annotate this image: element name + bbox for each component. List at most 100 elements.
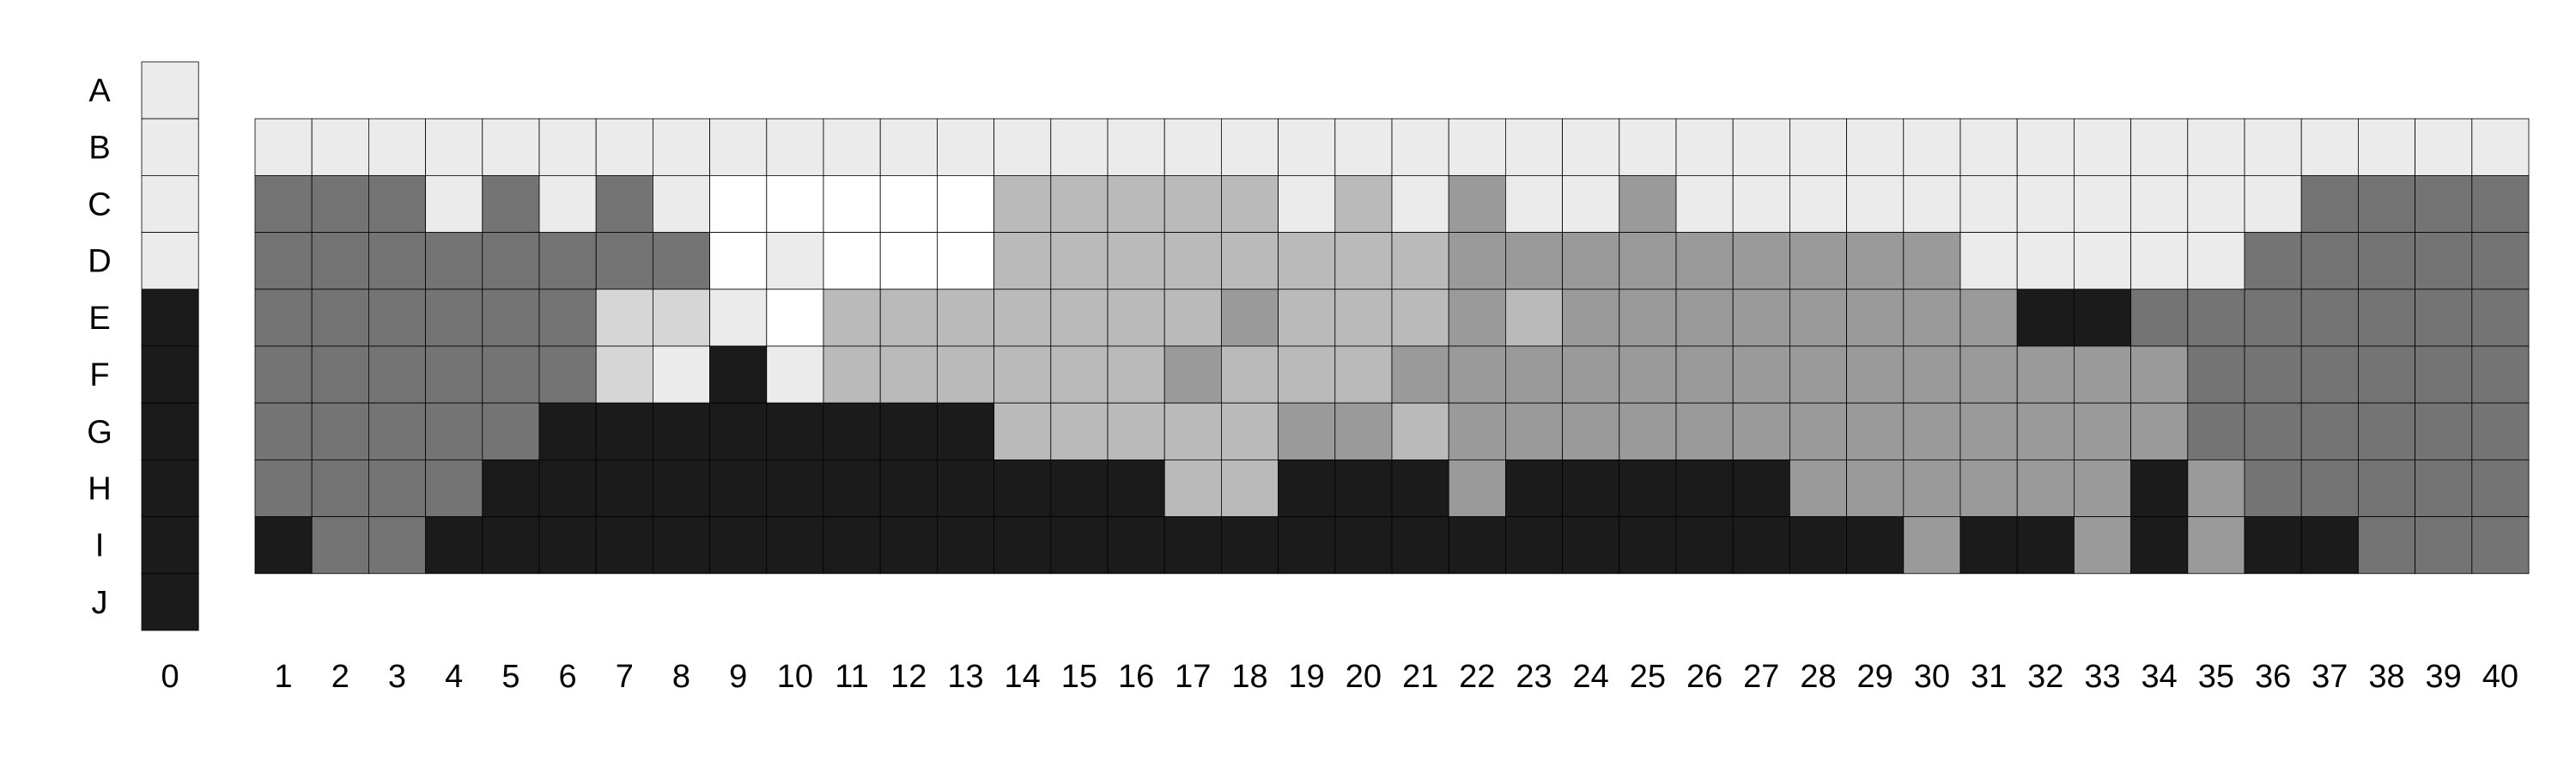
cell-b-29 (1846, 118, 1905, 176)
cell-f-29 (1846, 345, 1905, 404)
cell-g-10 (766, 402, 824, 460)
cell-g-6 (538, 402, 597, 460)
cell-b-32 (2016, 118, 2075, 176)
cell-b-33 (2073, 118, 2131, 176)
cell-b-23 (1505, 118, 1564, 176)
cell-d-11 (823, 232, 881, 290)
cell-i-21 (1391, 516, 1449, 575)
cell-i-0 (141, 516, 199, 575)
cell-d-39 (2415, 232, 2473, 290)
cell-e-29 (1846, 289, 1905, 347)
column-label-29: 29 (1857, 659, 1893, 695)
cell-g-11 (823, 402, 881, 460)
cell-g-15 (1050, 402, 1109, 460)
cell-b-0 (141, 118, 199, 176)
cell-e-8 (653, 289, 711, 347)
cell-f-39 (2415, 345, 2473, 404)
cell-b-25 (1619, 118, 1677, 176)
cell-c-26 (1675, 174, 1734, 233)
cell-f-24 (1562, 345, 1620, 404)
cell-i-2 (311, 516, 369, 575)
cell-e-18 (1221, 289, 1279, 347)
cell-h-32 (2016, 460, 2075, 518)
column-label-22: 22 (1459, 659, 1495, 695)
cell-f-33 (2073, 345, 2131, 404)
cell-d-6 (538, 232, 597, 290)
cell-i-17 (1163, 516, 1222, 575)
cell-i-23 (1505, 516, 1564, 575)
cell-h-27 (1732, 460, 1790, 518)
cell-g-30 (1903, 402, 1961, 460)
cell-c-35 (2187, 174, 2245, 233)
cell-h-4 (425, 460, 483, 518)
cell-b-2 (311, 118, 369, 176)
cell-i-40 (2471, 516, 2530, 575)
cell-e-16 (1107, 289, 1165, 347)
cell-i-24 (1562, 516, 1620, 575)
cell-g-26 (1675, 402, 1734, 460)
cell-i-30 (1903, 516, 1961, 575)
column-label-32: 32 (2027, 659, 2063, 695)
cell-h-34 (2130, 460, 2189, 518)
cell-d-31 (1959, 232, 2018, 290)
cell-i-27 (1732, 516, 1790, 575)
cell-g-38 (2357, 402, 2415, 460)
cell-c-27 (1732, 174, 1790, 233)
cell-f-37 (2300, 345, 2359, 404)
column-label-21: 21 (1402, 659, 1438, 695)
cell-i-15 (1050, 516, 1109, 575)
cell-h-19 (1278, 460, 1336, 518)
cell-f-40 (2471, 345, 2530, 404)
cell-h-6 (538, 460, 597, 518)
cell-i-7 (595, 516, 653, 575)
cell-c-38 (2357, 174, 2415, 233)
cell-f-13 (937, 345, 995, 404)
cell-d-36 (2244, 232, 2302, 290)
cell-b-28 (1789, 118, 1847, 176)
cell-d-17 (1163, 232, 1222, 290)
cell-h-36 (2244, 460, 2302, 518)
column-label-15: 15 (1061, 659, 1097, 695)
cell-h-9 (709, 460, 768, 518)
row-label-f: F (89, 357, 109, 393)
column-label-18: 18 (1231, 659, 1267, 695)
cell-b-18 (1221, 118, 1279, 176)
cell-e-2 (311, 289, 369, 347)
cell-i-11 (823, 516, 881, 575)
cell-c-39 (2415, 174, 2473, 233)
cell-e-40 (2471, 289, 2530, 347)
cell-d-23 (1505, 232, 1564, 290)
cell-e-17 (1163, 289, 1222, 347)
cell-b-8 (653, 118, 711, 176)
cell-i-34 (2130, 516, 2189, 575)
cell-i-14 (993, 516, 1052, 575)
cell-g-8 (653, 402, 711, 460)
cell-d-35 (2187, 232, 2245, 290)
cell-d-25 (1619, 232, 1677, 290)
cell-b-40 (2471, 118, 2530, 176)
cell-d-21 (1391, 232, 1449, 290)
cell-b-11 (823, 118, 881, 176)
column-label-5: 5 (501, 659, 519, 695)
column-label-39: 39 (2426, 659, 2462, 695)
cell-g-24 (1562, 402, 1620, 460)
cell-d-37 (2300, 232, 2359, 290)
cell-c-19 (1278, 174, 1336, 233)
cell-d-15 (1050, 232, 1109, 290)
cell-f-7 (595, 345, 653, 404)
column-label-35: 35 (2198, 659, 2234, 695)
cell-e-4 (425, 289, 483, 347)
cell-d-38 (2357, 232, 2415, 290)
cell-b-26 (1675, 118, 1734, 176)
column-label-38: 38 (2368, 659, 2404, 695)
column-label-34: 34 (2142, 659, 2178, 695)
cell-i-37 (2300, 516, 2359, 575)
cell-i-39 (2415, 516, 2473, 575)
cell-h-29 (1846, 460, 1905, 518)
cell-i-29 (1846, 516, 1905, 575)
column-label-12: 12 (890, 659, 927, 695)
cell-c-1 (254, 174, 313, 233)
cell-i-20 (1334, 516, 1393, 575)
cell-f-35 (2187, 345, 2245, 404)
